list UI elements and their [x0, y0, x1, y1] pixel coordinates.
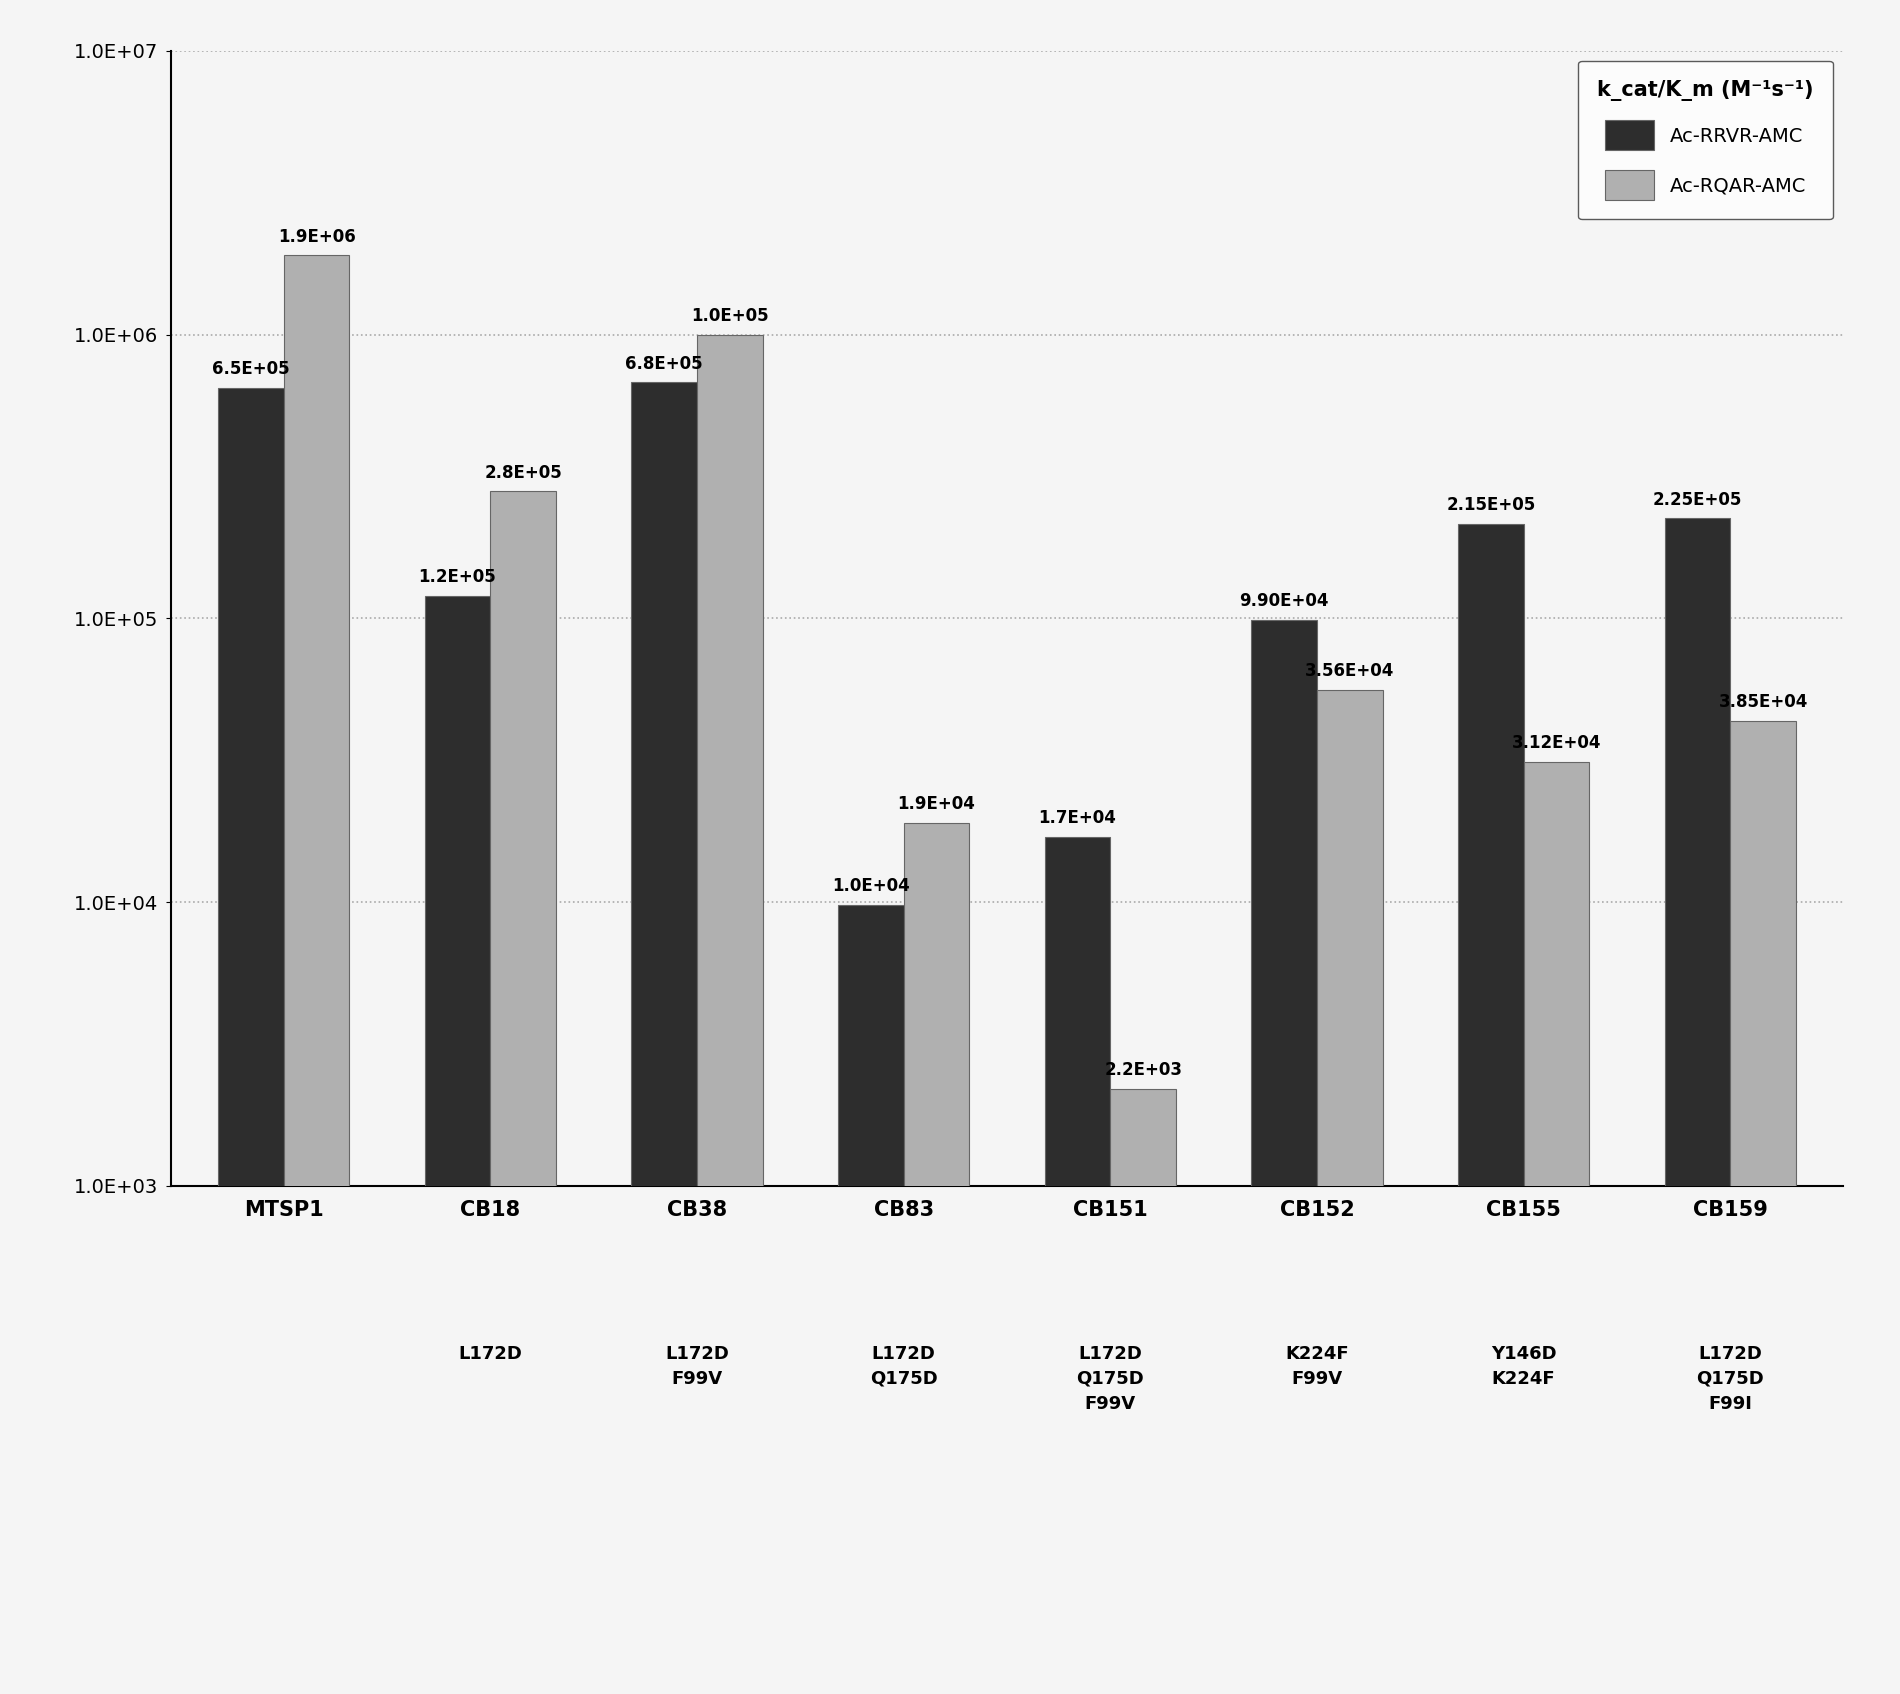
Bar — [631, 383, 697, 1694]
Text: 1.9E+06: 1.9E+06 — [277, 229, 355, 246]
Text: Y146D
K224F: Y146D K224F — [1492, 1345, 1556, 1387]
Text: 3.85E+04: 3.85E+04 — [1718, 693, 1807, 711]
Text: 2.8E+05: 2.8E+05 — [484, 464, 562, 483]
Bar — [424, 596, 490, 1694]
Text: 2.25E+05: 2.25E+05 — [1653, 491, 1742, 508]
Bar — [904, 823, 969, 1694]
Bar — [1252, 620, 1317, 1694]
Bar — [218, 388, 283, 1694]
Text: L172D
Q175D
F99V: L172D Q175D F99V — [1077, 1345, 1144, 1413]
Bar — [838, 905, 904, 1694]
Text: 1.0E+05: 1.0E+05 — [692, 307, 770, 325]
Bar — [283, 256, 350, 1694]
Text: 1.2E+05: 1.2E+05 — [418, 569, 496, 586]
Bar — [1731, 722, 1796, 1694]
Bar — [1457, 523, 1524, 1694]
Text: 9.90E+04: 9.90E+04 — [1239, 593, 1328, 610]
Text: 1.0E+04: 1.0E+04 — [832, 877, 910, 894]
Text: L172D
F99V: L172D F99V — [665, 1345, 730, 1387]
Text: 2.2E+03: 2.2E+03 — [1104, 1060, 1182, 1079]
Bar — [697, 334, 762, 1694]
Text: 1.9E+04: 1.9E+04 — [897, 796, 975, 813]
Text: 2.15E+05: 2.15E+05 — [1446, 496, 1535, 515]
Text: 3.56E+04: 3.56E+04 — [1305, 662, 1395, 681]
Text: L172D: L172D — [458, 1345, 522, 1362]
Legend: Ac-RRVR-AMC, Ac-RQAR-AMC: Ac-RRVR-AMC, Ac-RQAR-AMC — [1577, 61, 1834, 220]
Text: 6.8E+05: 6.8E+05 — [625, 354, 703, 373]
Text: K224F
F99V: K224F F99V — [1284, 1345, 1349, 1387]
Bar — [1317, 689, 1383, 1694]
Text: 6.5E+05: 6.5E+05 — [213, 361, 289, 378]
Bar — [1110, 1089, 1176, 1694]
Bar — [490, 491, 557, 1694]
Text: 1.7E+04: 1.7E+04 — [1039, 810, 1117, 827]
Bar — [1045, 837, 1110, 1694]
Text: L172D
Q175D: L172D Q175D — [870, 1345, 937, 1387]
Text: 3.12E+04: 3.12E+04 — [1512, 735, 1602, 752]
Bar — [1524, 762, 1590, 1694]
Bar — [1664, 518, 1731, 1694]
Text: L172D
Q175D
F99I: L172D Q175D F99I — [1697, 1345, 1765, 1413]
